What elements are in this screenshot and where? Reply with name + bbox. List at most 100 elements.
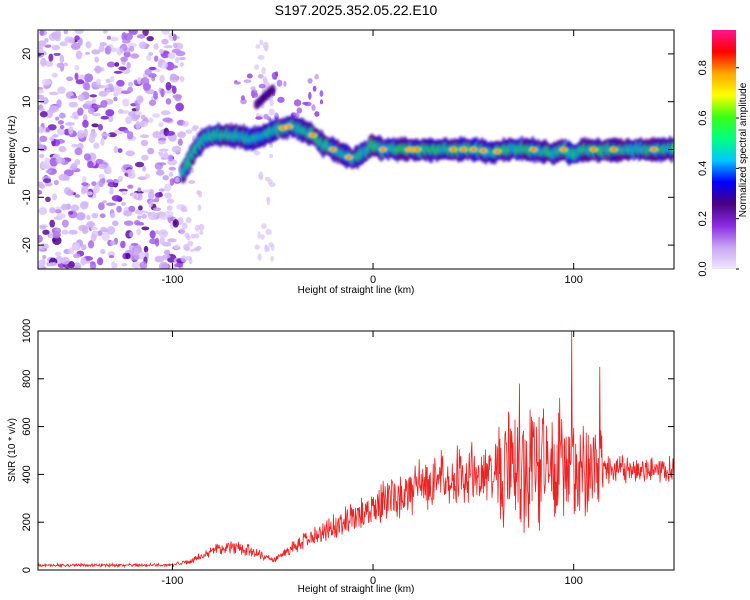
noise-blob bbox=[100, 248, 106, 255]
ridge-core bbox=[671, 142, 674, 154]
ridge-peak bbox=[450, 148, 456, 151]
noise-blob bbox=[160, 88, 165, 98]
noise-blob bbox=[125, 169, 136, 175]
noise-blob bbox=[83, 114, 88, 122]
noise-blob bbox=[139, 261, 148, 269]
noise-blob bbox=[269, 99, 274, 107]
noise-blob bbox=[138, 205, 143, 211]
colorbar-bar bbox=[712, 30, 736, 269]
noise-blob bbox=[165, 81, 172, 91]
noise-blob bbox=[56, 62, 64, 68]
noise-blob bbox=[91, 98, 97, 104]
noise-blob bbox=[121, 262, 128, 267]
noise-blob bbox=[38, 189, 43, 195]
noise-blob bbox=[269, 143, 274, 149]
noise-blob bbox=[157, 140, 166, 145]
noise-blob bbox=[128, 205, 136, 213]
ridge-peak bbox=[470, 148, 476, 151]
noise-blob bbox=[277, 96, 285, 103]
noise-blob bbox=[152, 130, 162, 139]
noise-blob bbox=[169, 178, 175, 186]
noise-blob bbox=[75, 79, 85, 85]
noise-blob bbox=[233, 81, 241, 85]
x-tick-label: 0 bbox=[370, 274, 376, 286]
noise-blob bbox=[269, 153, 274, 159]
noise-blob bbox=[86, 220, 95, 228]
noise-blob bbox=[113, 92, 119, 97]
noise-blob bbox=[66, 189, 74, 197]
noise-blob bbox=[174, 176, 181, 183]
noise-blob bbox=[39, 111, 48, 118]
noise-blob bbox=[92, 104, 103, 109]
noise-blob bbox=[113, 146, 119, 154]
noise-blob bbox=[45, 127, 50, 133]
ridge-peak bbox=[286, 125, 292, 128]
noise-blob bbox=[198, 223, 205, 231]
spectrogram-ridge-layer bbox=[179, 84, 674, 184]
noise-blob bbox=[142, 82, 151, 91]
noise-blob bbox=[261, 66, 266, 75]
snr-x-axis-label: Height of straight line (km) bbox=[298, 584, 415, 595]
noise-blob bbox=[198, 190, 203, 198]
noise-blob bbox=[80, 257, 87, 266]
noise-blob bbox=[109, 240, 116, 246]
noise-blob bbox=[100, 100, 108, 108]
noise-blob bbox=[153, 43, 159, 50]
noise-blob bbox=[86, 191, 93, 196]
noise-blob bbox=[264, 244, 268, 253]
ridge-peak bbox=[495, 150, 500, 153]
snr-series-line bbox=[38, 331, 674, 569]
noise-blob bbox=[197, 204, 202, 211]
noise-blob bbox=[98, 163, 107, 170]
noise-blob bbox=[270, 255, 274, 262]
ridge-peak bbox=[460, 148, 466, 151]
noise-blob bbox=[38, 259, 45, 269]
noise-blob bbox=[185, 217, 192, 224]
noise-blob bbox=[302, 101, 309, 105]
noise-blob bbox=[163, 183, 172, 192]
noise-blob bbox=[68, 101, 78, 108]
ridge-peak bbox=[651, 148, 657, 151]
snr-x-ticks: -100 0 100 bbox=[161, 331, 583, 587]
noise-blob bbox=[85, 100, 94, 105]
noise-blob bbox=[257, 74, 264, 79]
noise-blob bbox=[91, 123, 99, 128]
ridge-peak bbox=[414, 148, 420, 151]
noise-blob bbox=[161, 30, 171, 35]
ridge-peak bbox=[531, 148, 536, 151]
noise-blob bbox=[75, 50, 83, 60]
noise-blob bbox=[160, 110, 171, 116]
noise-blob bbox=[158, 229, 169, 238]
noise-blob bbox=[167, 52, 176, 60]
noise-blob bbox=[178, 56, 186, 61]
noise-blob bbox=[182, 120, 189, 127]
noise-blob bbox=[240, 98, 247, 105]
noise-blob bbox=[90, 261, 96, 265]
noise-blob bbox=[135, 103, 140, 112]
spectrogram-noise-layer bbox=[38, 30, 324, 269]
noise-blob bbox=[38, 144, 45, 149]
noise-blob bbox=[106, 61, 116, 68]
noise-blob bbox=[167, 238, 177, 243]
noise-blob bbox=[39, 225, 47, 230]
noise-blob bbox=[125, 116, 133, 125]
noise-blob bbox=[165, 130, 176, 136]
noise-blob bbox=[158, 121, 164, 128]
ridge-peak bbox=[310, 133, 316, 137]
noise-blob bbox=[158, 162, 167, 166]
noise-blob bbox=[158, 151, 164, 156]
noise-blob bbox=[141, 226, 150, 231]
noise-blob bbox=[90, 233, 97, 242]
noise-blob bbox=[56, 99, 62, 108]
noise-blob bbox=[275, 71, 279, 77]
noise-blob bbox=[121, 190, 128, 196]
noise-blob bbox=[50, 31, 61, 39]
noise-blob bbox=[125, 252, 131, 260]
noise-blob bbox=[72, 241, 80, 250]
noise-blob bbox=[119, 48, 124, 54]
snr-panel: -100 0 100 0 200 400 600 800 1000 Height of str… bbox=[7, 319, 675, 595]
noise-blob bbox=[68, 229, 78, 235]
noise-blob bbox=[172, 94, 183, 99]
noise-blob bbox=[41, 78, 51, 86]
noise-blob bbox=[134, 208, 144, 215]
